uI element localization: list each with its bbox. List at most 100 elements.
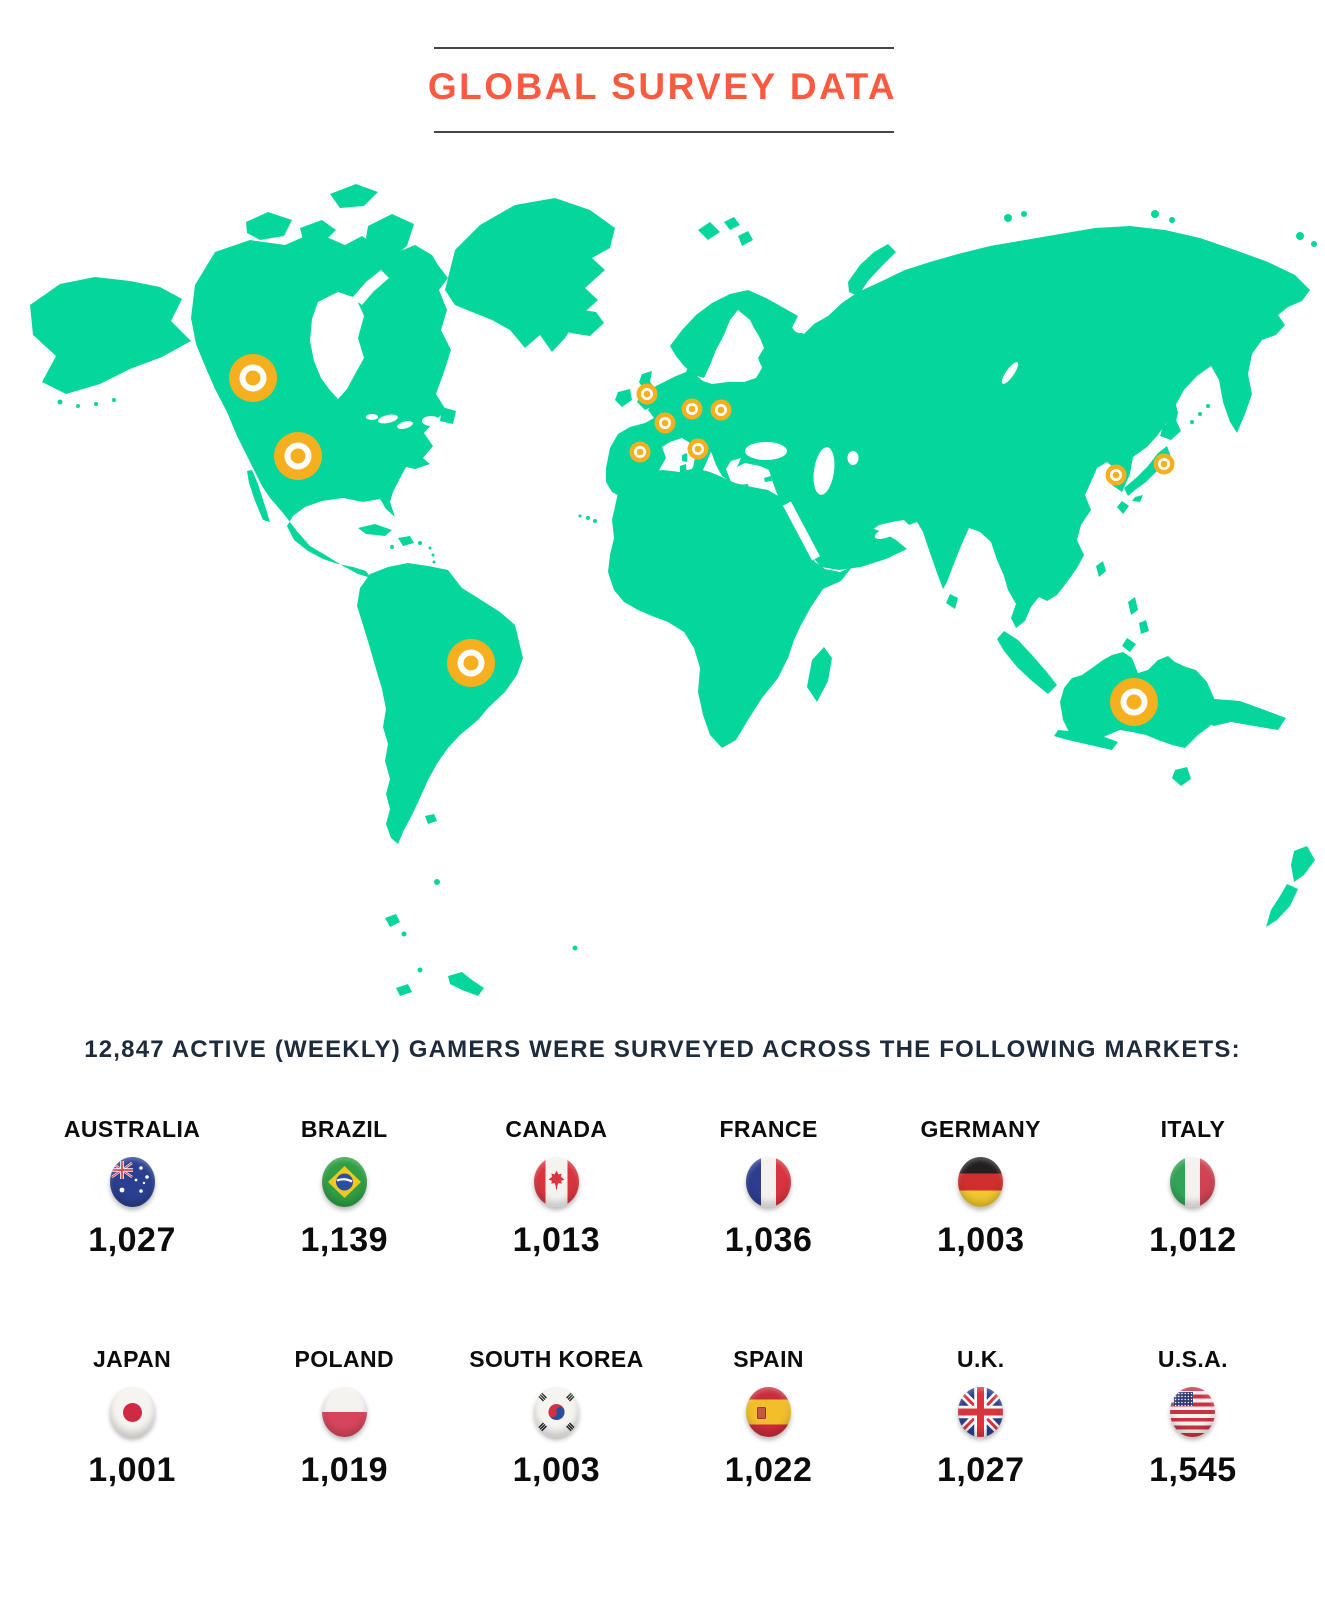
map-marker-australia xyxy=(1110,678,1158,726)
svalbard xyxy=(698,217,753,246)
islands-japan xyxy=(1117,420,1181,514)
continent-eurasia xyxy=(606,226,1310,628)
market-label: ITALY xyxy=(1160,1116,1226,1142)
map-marker-uk xyxy=(636,383,658,405)
map-marker-brazil xyxy=(447,639,495,687)
market-south-korea: SOUTH KOREA xyxy=(450,1346,662,1490)
flag-uk-icon xyxy=(958,1387,1004,1437)
map-marker-italy xyxy=(687,438,709,460)
black-sea xyxy=(745,442,787,460)
island-tasmania xyxy=(1172,767,1191,786)
maple-leaf-icon xyxy=(548,1170,565,1190)
market-value: 1,019 xyxy=(300,1451,389,1489)
flag-australia-icon xyxy=(109,1157,155,1207)
islands-philippines xyxy=(1122,597,1149,652)
great-lakes xyxy=(378,414,398,424)
flag-south-korea-icon xyxy=(533,1387,579,1437)
continent-south-america xyxy=(357,563,523,844)
market-value: 1,545 xyxy=(1149,1451,1237,1489)
island-newfoundland xyxy=(440,407,456,424)
island-taiwan xyxy=(1096,561,1106,577)
markets-grid: AUSTRALIA 1,027 BRAZIL xyxy=(0,1116,1325,1490)
world-map xyxy=(30,184,1317,996)
island-new-guinea xyxy=(1192,699,1286,730)
market-value: 1,139 xyxy=(300,1221,389,1259)
map-marker-spain xyxy=(629,441,651,463)
flag-france-icon xyxy=(746,1157,792,1207)
white-sea xyxy=(793,321,807,333)
island-madagascar xyxy=(807,647,832,702)
map-marker-poland xyxy=(710,399,732,421)
market-label: BRAZIL xyxy=(300,1116,388,1142)
map-markers xyxy=(229,354,1175,726)
market-value: 1,001 xyxy=(88,1451,176,1489)
title-rule-top xyxy=(434,47,894,49)
island-java xyxy=(1054,730,1118,750)
flag-spain-icon xyxy=(746,1387,792,1437)
red-sea xyxy=(782,501,821,561)
market-spain: SPAIN 1,022 xyxy=(663,1346,875,1490)
market-value: 1,003 xyxy=(512,1451,601,1489)
market-japan: JAPAN 1,001 xyxy=(26,1346,238,1490)
market-uk: U.K. 1,027 xyxy=(875,1346,1087,1490)
map-seas xyxy=(310,270,1019,561)
market-poland: POLAND 1,019 xyxy=(238,1346,450,1490)
island-sumatra xyxy=(997,631,1057,694)
market-value: 1,027 xyxy=(936,1451,1025,1489)
region-alaska xyxy=(30,277,191,394)
flag-brazil-icon xyxy=(321,1157,367,1207)
market-label: SPAIN xyxy=(733,1346,804,1372)
map-marker-south-korea xyxy=(1105,464,1127,486)
market-france: FRANCE 1,036 xyxy=(663,1116,875,1260)
market-label: CANADA xyxy=(505,1116,608,1142)
arctic-islands xyxy=(246,184,414,274)
continent-north-america xyxy=(191,232,451,578)
market-value: 1,012 xyxy=(1149,1221,1237,1259)
map-marker-usa xyxy=(274,432,322,480)
market-value: 1,022 xyxy=(724,1451,813,1489)
map-islands xyxy=(57,184,1317,996)
flag-canada-icon xyxy=(533,1157,579,1207)
market-label: U.S.A. xyxy=(1157,1346,1228,1372)
caspian-sea xyxy=(813,447,835,495)
gulf-st-lawrence xyxy=(422,416,440,426)
islands-new-zealand xyxy=(1266,846,1315,927)
lake-baikal xyxy=(1001,362,1019,384)
market-canada: CANADA 1,013 xyxy=(450,1116,662,1260)
market-label: SOUTH KOREA xyxy=(469,1346,644,1372)
flag-poland-icon xyxy=(321,1387,367,1437)
island-hainan xyxy=(1064,570,1072,578)
market-label: GERMANY xyxy=(920,1116,1041,1142)
market-germany: GERMANY 1,003 xyxy=(875,1116,1087,1260)
map-marker-japan xyxy=(1153,453,1175,475)
page-title: GLOBAL SURVEY DATA xyxy=(427,66,898,107)
flag-italy-icon xyxy=(1170,1157,1216,1207)
map-marker-canada xyxy=(229,354,277,402)
flag-usa-icon xyxy=(1170,1387,1216,1437)
market-value: 1,013 xyxy=(512,1221,601,1259)
island-iceland xyxy=(560,309,604,336)
novaya-zemlya xyxy=(848,244,896,296)
map-marker-france xyxy=(654,412,676,434)
baltic-sea xyxy=(706,324,762,382)
island-sri-lanka xyxy=(946,594,958,609)
map-marker-germany xyxy=(681,398,703,420)
island-falklands xyxy=(425,814,437,824)
market-label: FRANCE xyxy=(719,1116,818,1142)
market-label: U.K. xyxy=(956,1346,1005,1372)
hudson-strait xyxy=(352,270,389,305)
southern-islands xyxy=(385,914,484,996)
aral-sea xyxy=(847,451,859,465)
title-rule-bottom xyxy=(434,131,894,133)
survey-headline: 12,847 ACTIVE (WEEKLY) GAMERS WERE SURVE… xyxy=(84,1036,1241,1063)
market-label: JAPAN xyxy=(92,1346,172,1372)
hudson-bay xyxy=(310,292,364,399)
rising-sun-disc xyxy=(122,1402,142,1422)
spain-coat-of-arms xyxy=(757,1407,767,1419)
market-usa: U.S.A. 1,545 xyxy=(1087,1346,1299,1490)
flag-japan-icon xyxy=(109,1387,155,1437)
market-label: POLAND xyxy=(294,1346,394,1372)
usa-star-canton xyxy=(1174,1392,1194,1406)
island-ireland xyxy=(615,389,632,407)
